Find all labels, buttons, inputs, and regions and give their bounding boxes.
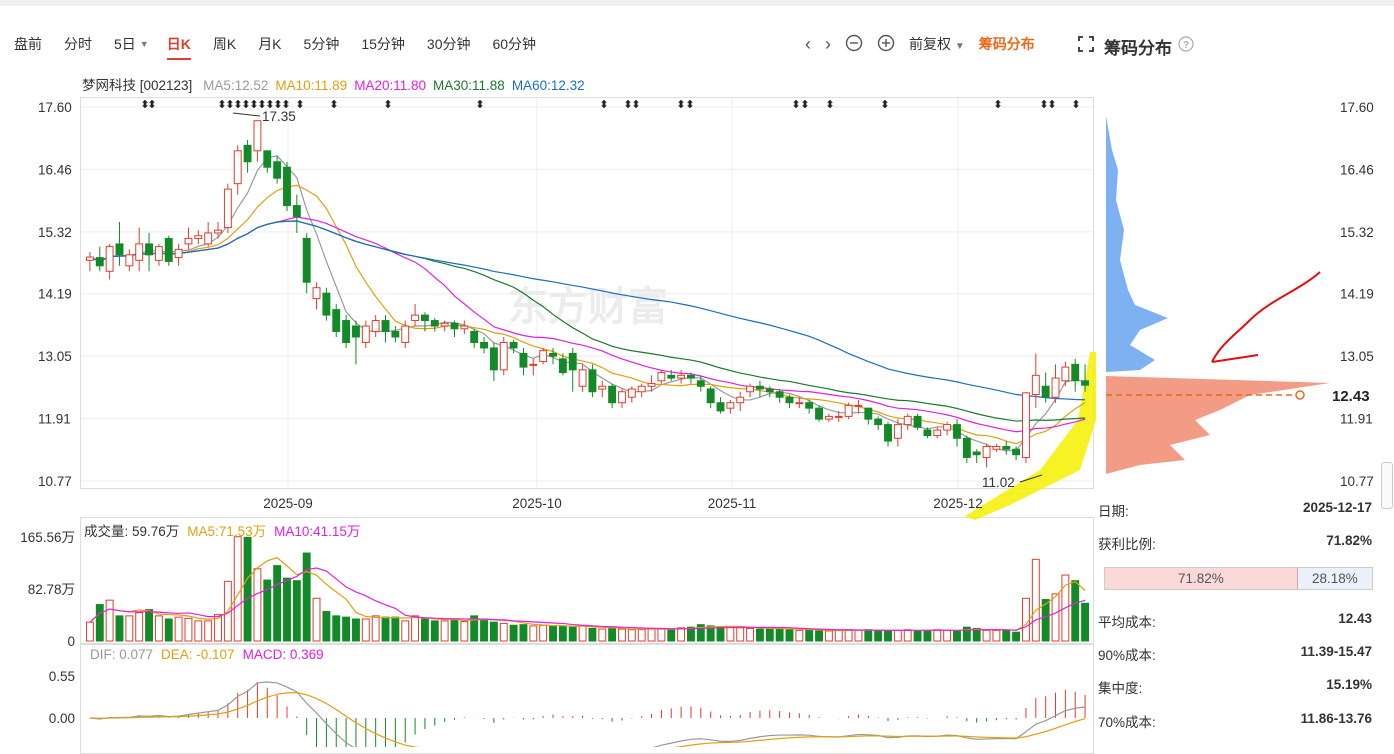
svg-text:?: ? <box>1183 40 1189 51</box>
tab-6[interactable]: 5分钟 <box>303 36 340 52</box>
top-strip <box>0 0 1394 6</box>
fullscreen-icon[interactable] <box>1078 36 1094 57</box>
chip-info-row: 70%成本: 11.86-13.76 <box>1098 711 1372 731</box>
zoom-out-icon[interactable] <box>845 34 863 55</box>
legend-item: MA60:12.32 <box>511 78 585 93</box>
tab-0[interactable]: 盘前 <box>14 36 42 52</box>
macd-axis-label: 0.55 <box>49 669 75 684</box>
profit-ratio-bar: 71.82% 28.18% <box>1104 567 1373 590</box>
scrollbar-handle[interactable] <box>1381 462 1393 509</box>
current-price-label: 12.43 <box>1332 388 1370 405</box>
tab-1[interactable]: 分时 <box>64 36 92 52</box>
chip-info-row: 日期: 2025-12-17 <box>1098 500 1372 520</box>
chip-info-value: 11.39-15.47 <box>1300 644 1372 659</box>
restore-dropdown[interactable]: 前复权 ▼ <box>909 34 965 54</box>
tab-7[interactable]: 15分钟 <box>361 36 405 52</box>
macd-axis-label: 0.00 <box>49 711 75 726</box>
volume-axis-label: 165.56万 <box>20 530 75 545</box>
price-axis-label: 17.60 <box>1340 100 1374 115</box>
chip-info-value: 12.43 <box>1338 611 1372 626</box>
legend-item: 成交量: 59.76万 <box>84 524 180 539</box>
next-arrow-icon[interactable]: › <box>825 33 831 54</box>
avg-cost-marker <box>1295 390 1305 400</box>
prev-arrow-icon[interactable]: ‹ <box>805 33 811 54</box>
volume-axis-label: 82.78万 <box>28 582 75 597</box>
hand-arrow-mark <box>1211 271 1321 363</box>
price-axis-label: 10.77 <box>1340 474 1374 489</box>
price-axis-label: 13.05 <box>1340 349 1374 364</box>
chip-info-row: 集中度: 15.19% <box>1098 677 1372 697</box>
macd-legend: DIF: 0.077 DEA: -0.107 MACD: 0.369 <box>90 647 332 662</box>
chip-info-label: 获利比例: <box>1098 537 1156 552</box>
price-axis-label: 14.19 <box>38 287 72 302</box>
price-axis-label: 17.60 <box>38 100 72 115</box>
price-axis-label: 16.46 <box>1340 162 1374 177</box>
volume-chart-frame <box>80 517 1094 644</box>
restore-label: 前复权 <box>909 36 951 52</box>
price-axis-label: 15.32 <box>1340 225 1374 240</box>
date-axis-label: 2025-09 <box>263 496 313 511</box>
chart-toolbar: ‹ › 前复权 ▼ 筹码分布 <box>805 30 1049 58</box>
chevron-down-icon: ▼ <box>954 41 965 52</box>
chip-panel-header: 筹码分布 ? <box>1078 34 1194 59</box>
price-axis-label: 16.46 <box>38 162 72 177</box>
legend-item: MA10:11.89 <box>275 78 348 93</box>
profit-segment: 71.82% <box>1105 568 1298 589</box>
legend-item: MA5:71.53万 <box>187 524 267 539</box>
tab-3[interactable]: 日K <box>166 30 191 60</box>
help-icon[interactable]: ? <box>1178 36 1194 57</box>
loss-segment: 28.18% <box>1297 568 1372 589</box>
volume-axis-label: 0 <box>67 634 75 649</box>
chip-info-row: 获利比例: 71.82% <box>1098 533 1372 553</box>
chip-distribution-toggle[interactable]: 筹码分布 <box>978 36 1035 52</box>
price-axis-label: 11.91 <box>1340 412 1373 427</box>
volume-legend: 成交量: 59.76万 MA5:71.53万 MA10:41.15万 <box>84 520 368 540</box>
price-axis-label: 10.77 <box>38 474 72 489</box>
chip-info-label: 90%成本: <box>1098 648 1156 663</box>
chip-info-value: 11.86-13.76 <box>1300 711 1372 726</box>
tab-4[interactable]: 周K <box>212 36 237 52</box>
date-axis-label: 2025-10 <box>512 496 562 511</box>
price-axis-label: 13.05 <box>38 349 72 364</box>
date-axis-label: 2025-11 <box>708 496 757 511</box>
legend-item: MACD: 0.369 <box>242 647 324 662</box>
date-axis-label: 2025-12 <box>933 496 983 511</box>
chip-info-label: 日期: <box>1098 504 1129 519</box>
chip-info-label: 集中度: <box>1098 681 1143 696</box>
price-axis-label: 11.91 <box>38 412 71 427</box>
chip-info-value: 2025-12-17 <box>1302 500 1372 515</box>
legend-item: DIF: 0.077 <box>90 647 154 662</box>
chip-blue-area <box>1106 116 1168 372</box>
legend-item: MA30:11.88 <box>433 78 505 93</box>
period-tabs: 盘前 分时 5日 ▼ 日K 周K 月K 5分钟 15分钟 30分钟 60分钟 <box>14 30 558 60</box>
legend-item: MA5:12.52 <box>203 78 269 93</box>
ma-values: MA5:12.52 MA10:11.89 MA20:11.80 MA30:11.88 M… <box>203 78 592 93</box>
ma-legend: 梦网科技 [002123] MA5:12.52 MA10:11.89 MA20:11… <box>82 74 599 94</box>
tab-2[interactable]: 5日 <box>114 36 136 52</box>
zoom-in-icon[interactable] <box>877 34 895 55</box>
chip-info-label: 平均成本: <box>1098 615 1156 630</box>
stock-name: 梦网科技 [002123] <box>82 78 193 93</box>
legend-item: MA10:41.15万 <box>274 524 361 539</box>
chip-red-area <box>1106 376 1330 474</box>
chevron-down-icon: ▼ <box>139 39 149 49</box>
price-axis-label: 14.19 <box>1340 287 1374 302</box>
tab-8[interactable]: 30分钟 <box>426 36 471 52</box>
chip-panel-title: 筹码分布 <box>1104 39 1172 58</box>
chip-info-row: 90%成本: 11.39-15.47 <box>1098 644 1372 664</box>
kline-chart-frame <box>80 97 1094 489</box>
legend-item: DEA: -0.107 <box>161 647 235 662</box>
tab-9[interactable]: 60分钟 <box>492 36 537 52</box>
tab-5[interactable]: 月K <box>258 36 282 52</box>
chip-info-label: 70%成本: <box>1098 715 1156 730</box>
chip-info-value: 71.82% <box>1326 533 1372 548</box>
price-axis-label: 15.32 <box>38 225 72 240</box>
chip-info-row: 平均成本: 12.43 <box>1098 611 1372 631</box>
chip-info-value: 15.19% <box>1326 677 1372 692</box>
legend-item: MA20:11.80 <box>354 78 426 93</box>
